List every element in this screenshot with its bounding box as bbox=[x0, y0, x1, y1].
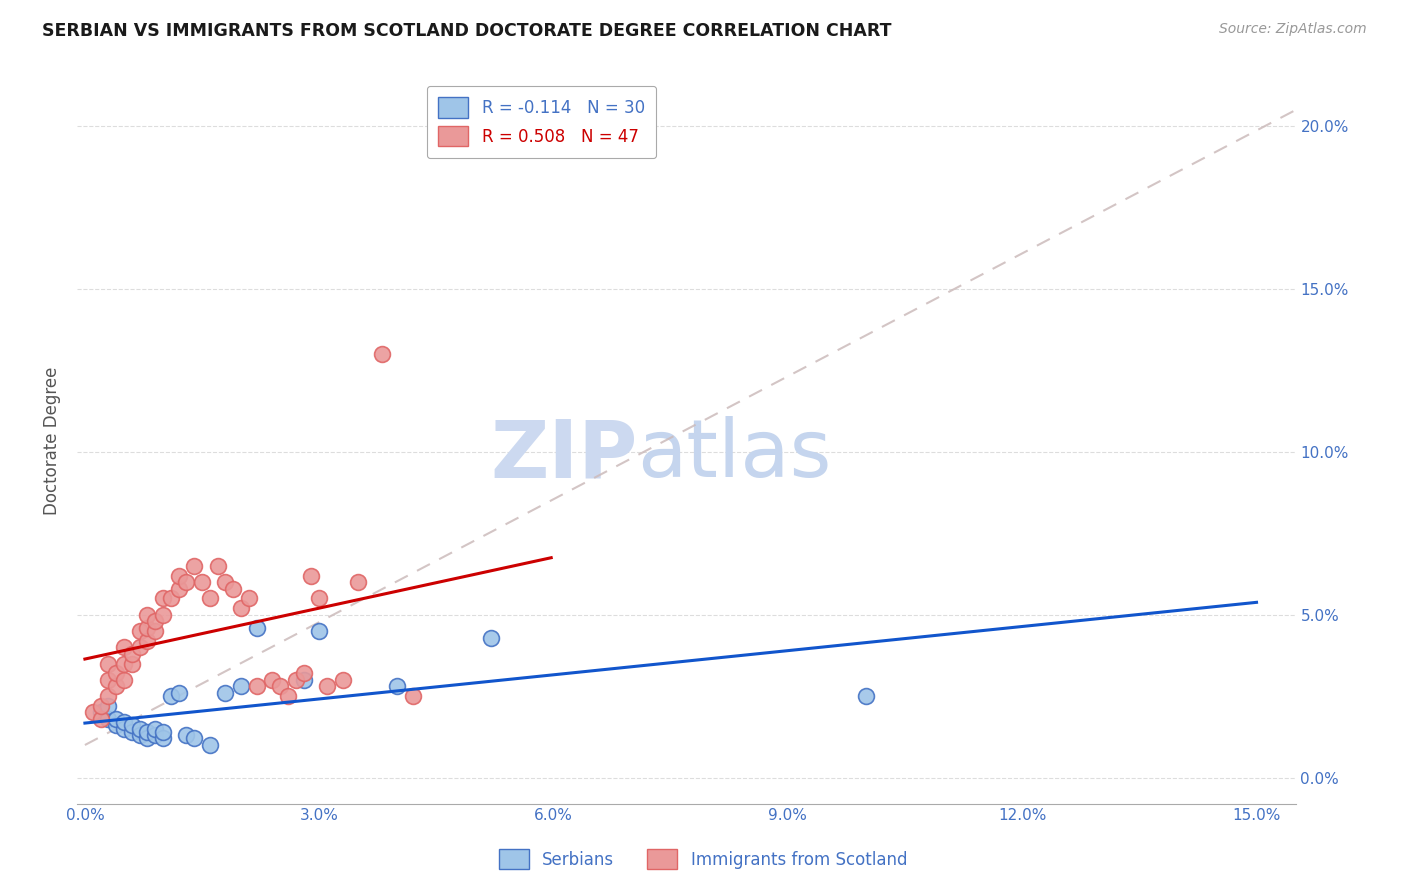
Point bbox=[89, 698, 111, 713]
Point bbox=[284, 673, 307, 687]
Point bbox=[128, 640, 150, 655]
Point bbox=[82, 706, 104, 720]
Point bbox=[222, 582, 245, 596]
Point bbox=[136, 633, 159, 648]
Point bbox=[269, 679, 291, 693]
Point bbox=[152, 591, 174, 606]
Point bbox=[152, 607, 174, 622]
Point bbox=[121, 657, 143, 671]
Point bbox=[112, 673, 135, 687]
Point bbox=[299, 568, 322, 582]
Point bbox=[855, 689, 877, 703]
Point bbox=[143, 722, 166, 736]
Point bbox=[136, 725, 159, 739]
Point bbox=[308, 591, 330, 606]
Point bbox=[143, 728, 166, 742]
Point bbox=[143, 614, 166, 628]
Point bbox=[402, 689, 425, 703]
Point bbox=[97, 657, 120, 671]
Point bbox=[167, 568, 190, 582]
Point bbox=[121, 647, 143, 661]
Point bbox=[176, 575, 198, 590]
Point bbox=[97, 712, 120, 726]
Point bbox=[159, 689, 181, 703]
Point bbox=[246, 621, 269, 635]
Point bbox=[112, 722, 135, 736]
Point bbox=[246, 679, 269, 693]
Text: ZIP: ZIP bbox=[491, 416, 637, 494]
Point bbox=[152, 725, 174, 739]
Point bbox=[136, 621, 159, 635]
Point bbox=[238, 591, 260, 606]
Point bbox=[214, 686, 236, 700]
Point bbox=[308, 624, 330, 638]
Point bbox=[183, 558, 205, 573]
Point bbox=[387, 679, 409, 693]
Point bbox=[207, 558, 229, 573]
Point bbox=[128, 722, 150, 736]
Point bbox=[136, 731, 159, 746]
Point bbox=[97, 689, 120, 703]
Legend: Serbians, Immigrants from Scotland: Serbians, Immigrants from Scotland bbox=[489, 838, 917, 880]
Text: Source: ZipAtlas.com: Source: ZipAtlas.com bbox=[1219, 22, 1367, 37]
Point bbox=[136, 607, 159, 622]
Point bbox=[105, 718, 128, 732]
Point bbox=[229, 679, 252, 693]
Point bbox=[159, 591, 181, 606]
Point bbox=[316, 679, 339, 693]
Point bbox=[167, 686, 190, 700]
Point bbox=[198, 591, 221, 606]
Text: SERBIAN VS IMMIGRANTS FROM SCOTLAND DOCTORATE DEGREE CORRELATION CHART: SERBIAN VS IMMIGRANTS FROM SCOTLAND DOCT… bbox=[42, 22, 891, 40]
Point bbox=[347, 575, 370, 590]
Point bbox=[332, 673, 354, 687]
Point bbox=[152, 731, 174, 746]
Point bbox=[479, 631, 502, 645]
Point bbox=[262, 673, 284, 687]
Point bbox=[277, 689, 299, 703]
Point bbox=[128, 624, 150, 638]
Point bbox=[112, 640, 135, 655]
Legend: R = -0.114   N = 30, R = 0.508   N = 47: R = -0.114 N = 30, R = 0.508 N = 47 bbox=[426, 86, 657, 158]
Y-axis label: Doctorate Degree: Doctorate Degree bbox=[44, 367, 60, 515]
Point bbox=[128, 728, 150, 742]
Point bbox=[112, 657, 135, 671]
Point bbox=[143, 624, 166, 638]
Point bbox=[292, 673, 315, 687]
Point bbox=[176, 728, 198, 742]
Point bbox=[121, 725, 143, 739]
Point bbox=[89, 706, 111, 720]
Point bbox=[89, 712, 111, 726]
Point bbox=[183, 731, 205, 746]
Point bbox=[191, 575, 214, 590]
Point bbox=[105, 666, 128, 681]
Point bbox=[121, 718, 143, 732]
Point bbox=[229, 601, 252, 615]
Point bbox=[105, 712, 128, 726]
Point bbox=[214, 575, 236, 590]
Point bbox=[167, 582, 190, 596]
Point bbox=[97, 698, 120, 713]
Point bbox=[292, 666, 315, 681]
Point bbox=[105, 679, 128, 693]
Point bbox=[198, 738, 221, 752]
Point bbox=[112, 715, 135, 730]
Text: atlas: atlas bbox=[637, 416, 832, 494]
Point bbox=[370, 347, 392, 361]
Point bbox=[97, 673, 120, 687]
